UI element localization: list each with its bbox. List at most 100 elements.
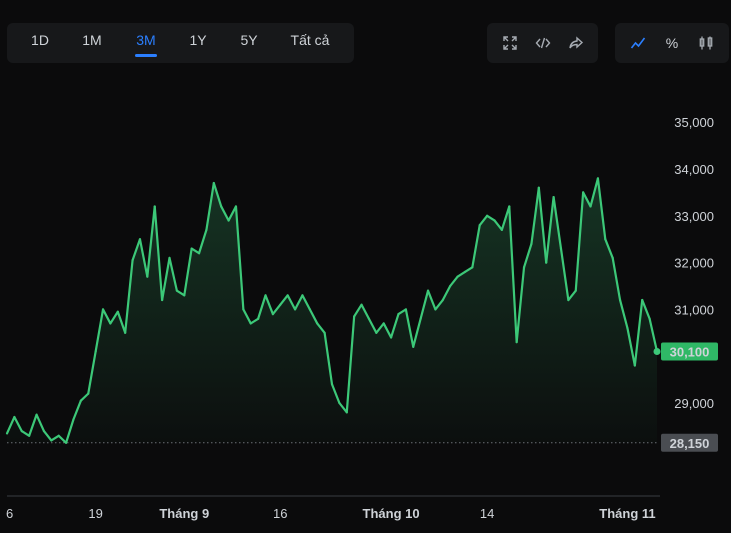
price-line-segment <box>264 294 275 316</box>
price-line-segment <box>242 308 252 325</box>
chart-tools-toolbar <box>487 23 598 63</box>
price-line-segment <box>353 303 363 318</box>
data-point <box>6 432 8 434</box>
data-point <box>294 308 296 310</box>
price-line-segment <box>404 308 415 348</box>
price-line-segment <box>138 238 149 278</box>
range-tab-1d[interactable]: 1D <box>10 23 70 63</box>
price-line-segment <box>626 327 636 367</box>
range-tab-label: 1M <box>82 32 102 48</box>
x-tick-label: 16 <box>273 506 287 521</box>
chart-type-toolbar: % <box>615 23 729 63</box>
price-line-segment <box>257 294 267 320</box>
data-point <box>35 414 37 416</box>
data-point <box>412 346 414 348</box>
data-point <box>94 350 96 352</box>
price-line-segment <box>508 205 518 344</box>
data-point <box>87 392 89 394</box>
y-tick-label: 29,000 <box>674 396 714 411</box>
data-point <box>597 177 599 179</box>
price-line-segment <box>20 429 31 437</box>
price-line-segment <box>308 308 319 325</box>
data-point <box>405 308 407 310</box>
price-line-segment <box>57 434 68 444</box>
data-point <box>146 275 148 277</box>
range-tab-label: 5Y <box>240 32 258 48</box>
data-point <box>442 299 444 301</box>
current-price-label: 30,100 <box>670 345 710 360</box>
price-line-segment <box>456 270 467 278</box>
data-point <box>264 294 266 296</box>
price-line-segment <box>367 317 378 334</box>
price-area <box>7 178 657 443</box>
range-tab-tất-cả[interactable]: Tất cả <box>280 23 340 63</box>
reference-price-label: 28,150 <box>670 436 710 451</box>
percent-icon[interactable]: % <box>659 30 685 56</box>
price-line-segment <box>109 310 119 325</box>
data-point <box>235 205 237 207</box>
x-tick-label: 6 <box>6 506 13 521</box>
price-line-segment <box>596 177 607 241</box>
price-line-segment <box>582 191 592 208</box>
price-line-segment <box>552 195 563 250</box>
current-price-badge <box>661 342 718 361</box>
data-point <box>72 418 74 420</box>
y-tick-label: 35,000 <box>674 115 714 130</box>
price-line-segment <box>197 228 208 255</box>
range-tab-3m[interactable]: 3M <box>116 23 176 63</box>
data-point <box>375 332 377 334</box>
x-tick-label: Tháng 9 <box>159 506 209 521</box>
price-line-segment <box>618 298 629 330</box>
data-point <box>560 247 562 249</box>
price-line-segment <box>28 413 38 437</box>
data-point <box>464 271 466 273</box>
data-point <box>272 313 274 315</box>
data-point <box>390 336 392 338</box>
price-line-segment <box>486 214 496 222</box>
data-point <box>131 259 133 261</box>
data-point <box>346 411 348 413</box>
price-line-segment <box>271 303 282 316</box>
price-line-segment <box>212 181 223 208</box>
data-point <box>154 205 156 207</box>
data-point <box>523 266 525 268</box>
x-tick-label: 14 <box>480 506 494 521</box>
data-point <box>545 261 547 263</box>
data-point <box>205 229 207 231</box>
embed-code-icon[interactable] <box>530 30 556 56</box>
price-line-segment <box>50 434 60 442</box>
data-point <box>567 299 569 301</box>
line-chart-icon[interactable] <box>625 30 651 56</box>
range-tab-5y[interactable]: 5Y <box>219 23 279 63</box>
data-point <box>161 299 163 301</box>
price-line-segment <box>175 289 186 297</box>
price-line-segment <box>567 289 577 302</box>
x-tick-label: Tháng 11 <box>599 506 655 521</box>
reference-price-badge <box>661 433 718 452</box>
price-line-segment <box>131 238 142 262</box>
data-point <box>486 215 488 217</box>
data-point <box>58 435 60 437</box>
share-icon[interactable] <box>563 30 589 56</box>
range-tab-label: Tất cả <box>290 32 330 48</box>
data-point <box>65 442 67 444</box>
price-line-segment <box>633 298 644 367</box>
range-tab-1y[interactable]: 1Y <box>168 23 228 63</box>
data-point <box>575 289 577 291</box>
price-line-segment <box>124 259 134 334</box>
data-point <box>582 191 584 193</box>
range-tab-1m[interactable]: 1M <box>62 23 122 63</box>
data-point <box>619 299 621 301</box>
price-line-segment <box>279 294 289 306</box>
fullscreen-icon[interactable] <box>497 30 523 56</box>
candlestick-icon[interactable] <box>693 30 719 56</box>
price-line-segment <box>205 181 215 231</box>
data-point <box>198 252 200 254</box>
price-line-segment <box>360 303 371 320</box>
data-point <box>397 313 399 315</box>
price-line-segment <box>13 415 23 433</box>
price-line-segment <box>338 401 348 414</box>
price-line-segment <box>493 219 503 231</box>
data-point <box>242 308 244 310</box>
